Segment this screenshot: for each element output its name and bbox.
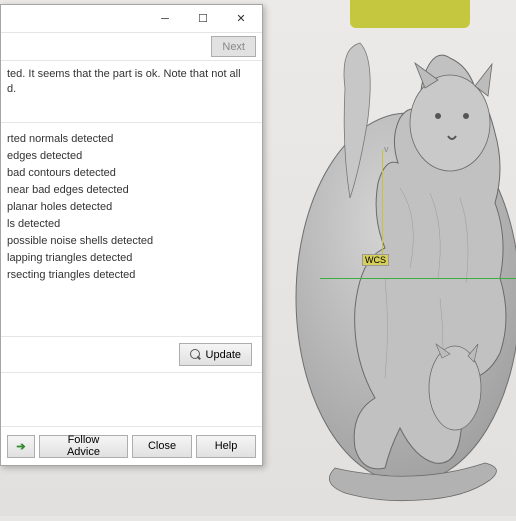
detection-item: rsecting triangles detected	[7, 267, 256, 284]
detections-list: rted normals detectededges detectedbad c…	[1, 123, 262, 337]
detection-item: near bad edges detected	[7, 182, 256, 199]
search-icon	[190, 349, 202, 361]
toolbar: Next	[1, 33, 262, 61]
detection-item: lapping triangles detected	[7, 250, 256, 267]
info-text: ted. It seems that the part is ok. Note …	[1, 61, 262, 123]
detection-item: edges detected	[7, 148, 256, 165]
minimize-button[interactable]: ─	[146, 8, 184, 30]
axis-v-label: v	[384, 144, 389, 154]
update-label: Update	[206, 349, 241, 361]
detection-item: bad contours detected	[7, 165, 256, 182]
update-row: Update	[1, 337, 262, 373]
update-button[interactable]: Update	[179, 343, 252, 366]
diagnostics-dialog: ─ ☐ ✕ Next ted. It seems that the part i…	[0, 4, 263, 466]
wcs-label: WCS	[362, 254, 389, 266]
help-button[interactable]: Help	[196, 435, 256, 458]
close-window-button[interactable]: ✕	[222, 8, 260, 30]
next-button[interactable]: Next	[211, 36, 256, 57]
detection-item: possible noise shells detected	[7, 233, 256, 250]
bottom-button-row: ➔ Follow Advice Close Help	[1, 427, 262, 465]
maximize-button[interactable]: ☐	[184, 8, 222, 30]
wolf-relief-model	[290, 18, 516, 516]
info-text-content: ted. It seems that the part is ok. Note …	[7, 68, 241, 95]
axis-vertical	[382, 150, 383, 260]
titlebar: ─ ☐ ✕	[1, 5, 262, 33]
arrow-right-icon: ➔	[16, 440, 25, 453]
apply-arrow-button[interactable]: ➔	[7, 435, 35, 458]
close-button[interactable]: Close	[132, 435, 192, 458]
detection-item: planar holes detected	[7, 199, 256, 216]
follow-advice-button[interactable]: Follow Advice	[39, 435, 128, 458]
model-preview[interactable]	[290, 18, 516, 516]
axis-horizontal	[320, 278, 516, 279]
detection-item: rted normals detected	[7, 131, 256, 148]
empty-panel	[1, 373, 262, 427]
detection-item: ls detected	[7, 216, 256, 233]
